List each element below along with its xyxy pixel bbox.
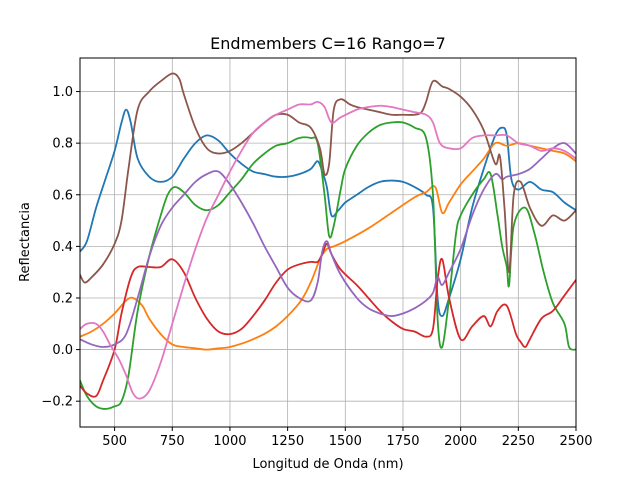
y-tick-label: 1.0	[52, 85, 73, 100]
y-tick-label: 0.4	[52, 240, 73, 255]
series-line-2	[80, 141, 576, 351]
series-line-3	[80, 121, 576, 410]
series-line-5	[80, 142, 576, 348]
chart-title: Endmembers C=16 Rango=7	[210, 34, 446, 53]
y-tick-label: 0.8	[52, 137, 73, 152]
x-axis-label: Longitud de Onda (nm)	[252, 457, 403, 472]
y-tick-label: −0.2	[41, 395, 73, 410]
x-tick-label: 750	[160, 434, 185, 449]
plot-frame	[79, 57, 577, 428]
series-line-6	[80, 72, 576, 284]
y-axis-label: Reflectancia	[18, 202, 33, 282]
x-tick-label: 2000	[444, 434, 477, 449]
series-group	[80, 72, 576, 410]
x-tick-label: 500	[102, 434, 127, 449]
x-tick-label: 2250	[502, 434, 535, 449]
y-tick-label: 0.0	[52, 343, 73, 358]
ticks: 500 750 1000 1250 1500 1750 2000 2250 2500 −0.2 0.…	[41, 85, 592, 449]
series-line-7	[80, 100, 576, 400]
x-tick-label: 1500	[329, 434, 362, 449]
x-tick-label: 1750	[386, 434, 419, 449]
x-tick-label: 1250	[271, 434, 304, 449]
y-tick-label: 0.6	[52, 188, 73, 203]
y-tick-label: 0.2	[52, 291, 73, 306]
x-tick-label: 2500	[559, 434, 592, 449]
x-tick-label: 1000	[213, 434, 246, 449]
